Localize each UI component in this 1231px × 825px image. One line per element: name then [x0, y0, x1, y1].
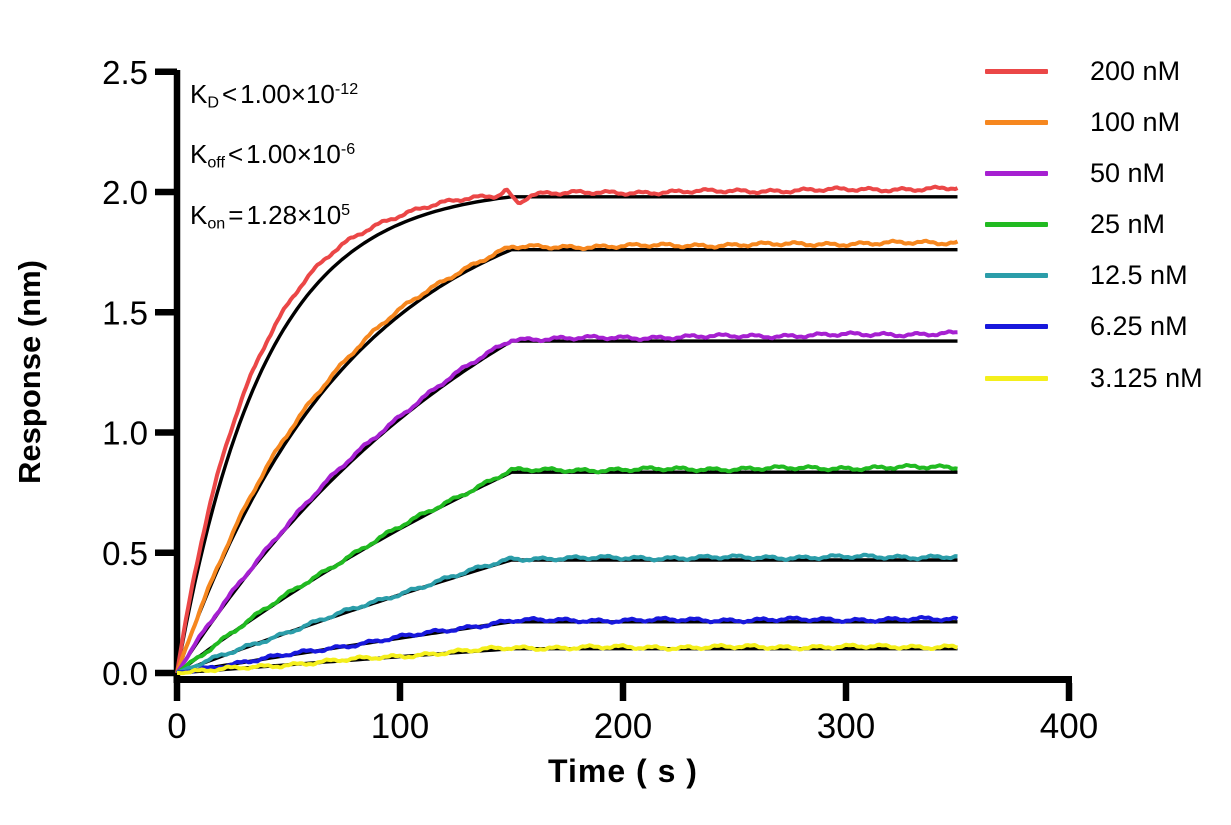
x-tick-label: 0 [167, 707, 186, 746]
axes: 0.0 0.5 1.0 1.5 2.0 2.5 0 100 200 300 400 [102, 54, 1098, 746]
fit-curve-50-nm [175, 339, 958, 674]
series-curve-200-nm [175, 184, 959, 674]
series-curve-100-nm [175, 238, 959, 674]
fit-curves [175, 195, 958, 675]
data-curves [175, 184, 959, 676]
x-tick-label: 200 [594, 707, 652, 746]
x-tick-label: 100 [371, 707, 429, 746]
fit-curve-200-nm [175, 195, 958, 674]
x-tick-label: 400 [1040, 707, 1098, 746]
fit-curve-25-nm [175, 470, 958, 675]
kinetics-annotation: KD <1.00×10-12 Koff <1.00×10-6 Kon = 1.28×105 [190, 66, 358, 247]
y-tick-label: 0.0 [102, 655, 148, 692]
y-tick-label: 0.5 [102, 535, 148, 572]
fit-curve-100-nm [175, 248, 958, 674]
y-tick-label: 2.5 [102, 54, 148, 91]
kinetics-constant-line: Koff <1.00×10-6 [190, 139, 356, 172]
series-curve-25-nm [175, 463, 958, 675]
series-curve-50-nm [175, 329, 958, 675]
kinetics-constant-line: KD <1.00×10-12 [190, 78, 359, 112]
kinetics-constant-line: Kon = 1.28×105 [190, 199, 351, 233]
y-tick-label: 1.0 [102, 415, 148, 452]
series-curve-3-125-nm [177, 642, 959, 676]
series-curve-12-5-nm [176, 552, 958, 675]
y-tick-label: 1.5 [102, 294, 148, 331]
x-tick-label: 300 [817, 707, 875, 746]
x-axis-title: Time ( s ) [548, 753, 698, 789]
y-tick-label: 2.0 [102, 174, 148, 211]
y-axis-title: Response (nm) [12, 260, 47, 484]
series-curve-6-25-nm [176, 615, 959, 675]
